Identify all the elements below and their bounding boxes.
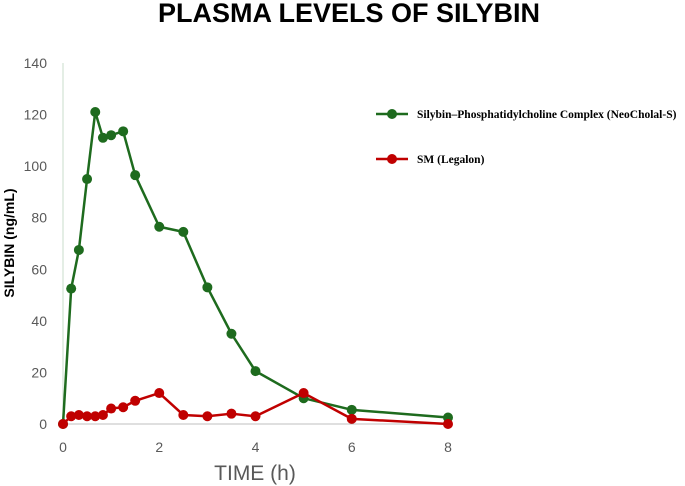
data-point: [346, 413, 357, 424]
data-point: [73, 409, 84, 420]
series-layer: [58, 106, 453, 429]
data-point: [250, 411, 261, 422]
data-point: [73, 244, 84, 255]
data-point: [66, 411, 77, 422]
data-point: [58, 419, 68, 429]
data-point: [226, 328, 237, 339]
series-0: [58, 106, 453, 429]
x-tick-label: 8: [444, 439, 452, 455]
series-1: [58, 388, 453, 429]
data-point: [202, 282, 213, 293]
data-point: [90, 106, 101, 117]
legend-item-neocholal: Silybin–Phosphatidylcholine Complex (Neo…: [376, 109, 677, 121]
data-point: [250, 366, 261, 377]
data-point: [118, 402, 129, 413]
data-point: [226, 408, 237, 419]
legend-marker-neocholal: [387, 109, 397, 119]
data-point: [106, 403, 117, 414]
y-tick-labels: 0 20 40 60 80 100 120 140: [24, 55, 48, 432]
y-tick-label: 0: [39, 416, 47, 432]
data-point: [130, 395, 141, 406]
data-point: [130, 170, 141, 181]
legend: Silybin–Phosphatidylcholine Complex (Neo…: [376, 109, 677, 166]
data-point: [82, 411, 93, 422]
y-tick-label: 100: [24, 158, 48, 174]
y-tick-label: 60: [31, 261, 47, 277]
data-point: [154, 221, 165, 232]
data-point: [178, 409, 189, 420]
data-point: [178, 226, 189, 237]
legend-item-legalon: SM (Legalon): [376, 154, 485, 166]
y-tick-label: 20: [31, 364, 47, 380]
x-tick-label: 0: [59, 439, 67, 455]
data-point: [298, 388, 309, 399]
axes: [62, 63, 448, 425]
legend-marker-legalon: [387, 154, 397, 164]
legend-label-legalon: SM (Legalon): [417, 154, 485, 166]
chart-title: PLASMA LEVELS OF SILYBIN: [158, 0, 540, 28]
data-point: [106, 130, 117, 141]
x-tick-label: 6: [348, 439, 356, 455]
x-tick-labels: 0 2 4 6 8: [59, 439, 452, 455]
data-point: [202, 411, 213, 422]
data-point: [154, 388, 165, 399]
data-point: [66, 283, 77, 294]
x-axis-label: TIME (h): [214, 462, 296, 485]
data-point: [97, 409, 108, 420]
y-tick-label: 140: [24, 55, 48, 71]
y-tick-label: 120: [24, 107, 48, 123]
data-point: [118, 126, 129, 137]
x-tick-label: 2: [155, 439, 163, 455]
x-tick-label: 4: [252, 439, 260, 455]
y-tick-label: 40: [31, 313, 47, 329]
data-point: [97, 132, 108, 143]
data-point: [346, 404, 357, 415]
data-point: [82, 174, 93, 185]
y-axis-label: SILYBIN (ng/mL): [1, 188, 17, 297]
data-point: [443, 419, 453, 429]
data-point: [90, 411, 101, 422]
legend-label-neocholal: Silybin–Phosphatidylcholine Complex (Neo…: [417, 109, 677, 121]
y-tick-label: 80: [31, 210, 47, 226]
